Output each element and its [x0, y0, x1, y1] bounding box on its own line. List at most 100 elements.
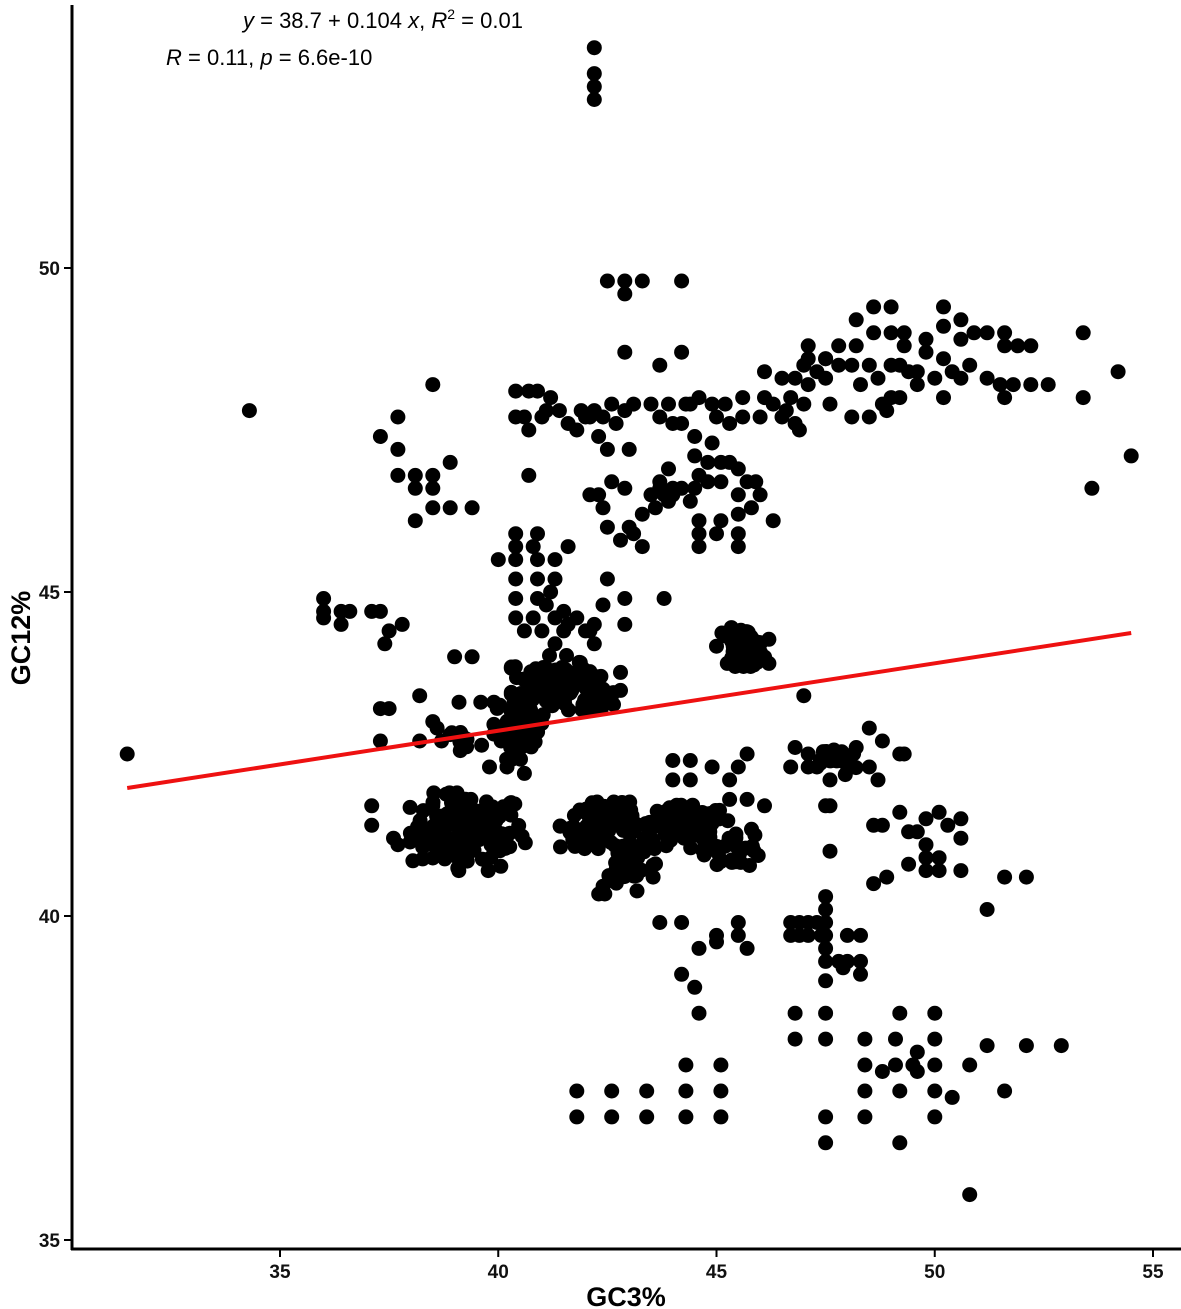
data-point — [682, 772, 698, 788]
data-point — [704, 759, 720, 775]
data-point — [822, 843, 838, 859]
data-point — [593, 668, 609, 684]
data-point — [739, 791, 755, 807]
data-point — [592, 682, 608, 697]
data-point — [617, 286, 633, 302]
data-point — [1018, 1038, 1034, 1054]
data-point — [661, 461, 676, 477]
data-point — [507, 659, 523, 675]
data-point — [629, 868, 645, 884]
data-point — [888, 1057, 903, 1073]
data-point — [909, 377, 925, 393]
data-point — [525, 539, 541, 555]
data-point — [730, 506, 746, 522]
data-point — [822, 798, 838, 814]
data-point — [595, 878, 611, 894]
data-point — [730, 915, 746, 930]
data-point — [447, 649, 463, 665]
data-point — [979, 370, 995, 386]
data-point — [508, 552, 524, 568]
data-point — [713, 1109, 729, 1125]
data-point — [918, 850, 934, 866]
data-point — [652, 915, 668, 930]
data-point — [617, 344, 633, 360]
data-point — [1040, 377, 1056, 393]
data-point — [678, 1057, 694, 1073]
data-point — [364, 798, 380, 814]
data-point — [499, 751, 515, 767]
data-point — [765, 396, 781, 412]
correlation-stats: R = 0.11, p = 6.6e-10 — [166, 45, 372, 70]
data-point — [591, 487, 607, 503]
data-point — [992, 377, 1008, 393]
data-point — [774, 370, 790, 386]
data-point — [586, 40, 602, 56]
data-point — [709, 934, 724, 950]
data-point — [818, 1031, 834, 1047]
data-point — [853, 377, 868, 393]
data-point — [538, 693, 554, 709]
data-point — [665, 772, 681, 788]
data-point — [527, 664, 543, 680]
data-point — [896, 338, 912, 354]
data-point — [571, 824, 587, 839]
data-point — [918, 344, 934, 360]
data-point — [717, 396, 733, 412]
data-point — [861, 409, 877, 425]
data-point — [892, 1005, 908, 1021]
data-point — [848, 312, 864, 328]
data-point — [997, 869, 1013, 885]
data-point — [539, 672, 555, 688]
data-point — [586, 66, 602, 82]
data-point — [997, 325, 1013, 341]
data-point — [553, 839, 568, 855]
data-point — [462, 797, 478, 812]
data-point — [524, 689, 540, 705]
data-point — [377, 636, 393, 652]
data-point — [661, 396, 676, 412]
data-point — [713, 513, 729, 529]
data-point — [861, 720, 877, 736]
data-point — [979, 325, 995, 341]
data-point — [543, 584, 559, 600]
data-point — [687, 448, 703, 464]
data-point — [674, 273, 690, 289]
data-point — [866, 876, 882, 892]
data-point — [459, 739, 475, 755]
x-tick-label: 55 — [1142, 1262, 1164, 1283]
data-point — [573, 403, 589, 419]
data-point — [818, 902, 834, 917]
data-point — [595, 500, 611, 516]
data-point — [724, 852, 740, 868]
data-point — [407, 467, 423, 483]
data-point — [390, 409, 406, 425]
data-point — [730, 759, 746, 775]
data-point — [700, 454, 716, 470]
data-point — [425, 500, 441, 516]
data-point — [543, 390, 559, 406]
data-point — [927, 1005, 943, 1021]
data-point — [596, 819, 612, 835]
data-point — [645, 832, 661, 848]
data-point — [874, 1064, 890, 1079]
data-point — [342, 603, 358, 619]
data-point — [463, 828, 479, 844]
data-point — [702, 829, 718, 845]
x-tick-label: 35 — [269, 1262, 291, 1283]
data-point — [953, 331, 969, 347]
data-point — [800, 746, 816, 762]
data-point — [874, 817, 890, 833]
data-point — [722, 791, 738, 807]
data-point — [818, 1005, 834, 1021]
data-point — [752, 409, 768, 425]
data-point — [621, 441, 637, 457]
data-point — [896, 746, 912, 762]
data-point — [936, 318, 951, 334]
data-point — [783, 390, 799, 406]
data-point — [556, 603, 572, 619]
data-point — [787, 740, 803, 755]
data-point — [595, 409, 611, 425]
data-point — [535, 707, 551, 723]
data-point — [559, 648, 574, 663]
data-point — [682, 493, 698, 509]
